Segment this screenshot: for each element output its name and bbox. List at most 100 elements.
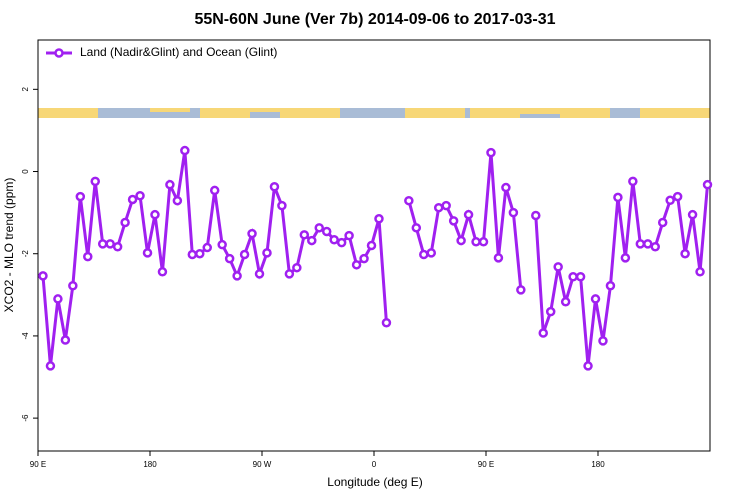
point — [433, 202, 444, 213]
point — [680, 248, 690, 259]
x-tick-label: 90 E — [478, 460, 494, 469]
point — [508, 207, 519, 218]
point — [501, 182, 511, 193]
point — [456, 235, 466, 246]
point — [702, 179, 713, 190]
point — [441, 200, 451, 211]
point — [83, 251, 93, 262]
point — [321, 226, 332, 237]
point — [672, 191, 683, 202]
point — [359, 253, 369, 264]
point — [284, 269, 295, 279]
point — [202, 242, 212, 253]
point — [247, 228, 257, 239]
point — [38, 271, 48, 281]
point — [262, 248, 272, 258]
x-tick-label: 180 — [143, 460, 157, 469]
point — [180, 145, 190, 156]
point — [60, 335, 71, 345]
point — [635, 239, 646, 249]
point — [269, 181, 280, 192]
x-tick-label: 90 W — [253, 460, 272, 469]
point — [97, 239, 108, 249]
map-strip — [38, 108, 710, 118]
point — [232, 271, 242, 281]
point — [665, 195, 675, 206]
point — [620, 253, 631, 263]
point — [142, 248, 153, 258]
point — [277, 200, 287, 211]
point — [538, 328, 548, 338]
point — [516, 285, 526, 295]
point — [531, 210, 541, 221]
x-tick-label: 90 E — [30, 460, 46, 469]
point — [217, 239, 227, 250]
point — [68, 281, 78, 291]
y-tick-label: -4 — [21, 332, 30, 340]
point — [381, 318, 392, 328]
point — [411, 223, 422, 233]
legend-marker — [54, 48, 64, 58]
point — [239, 249, 250, 260]
point — [583, 361, 593, 371]
point — [657, 217, 668, 228]
point — [165, 179, 175, 190]
point — [172, 195, 183, 206]
point — [374, 214, 384, 224]
point — [344, 230, 354, 241]
legend-label: Land (Nadir&Glint) and Ocean (Glint) — [80, 45, 277, 59]
point — [613, 192, 623, 203]
point — [553, 262, 563, 272]
point — [493, 253, 504, 263]
point — [105, 239, 115, 249]
point — [224, 253, 235, 264]
x-tick-label: 0 — [372, 460, 377, 469]
point — [329, 234, 339, 245]
point — [486, 147, 496, 158]
point — [643, 239, 653, 249]
point — [53, 294, 63, 304]
point — [336, 237, 347, 248]
x-axis-label: Longitude (deg E) — [327, 475, 422, 489]
point — [560, 297, 571, 307]
y-axis-label: XCO2 - MLO trend (ppm) — [2, 178, 16, 313]
series-line — [41, 150, 710, 367]
point — [419, 249, 429, 260]
point — [254, 269, 265, 279]
point — [463, 209, 474, 220]
point — [45, 361, 56, 371]
point — [90, 176, 100, 187]
y-tick-label: 0 — [21, 169, 30, 174]
point — [299, 230, 310, 240]
chart-title: 55N-60N June (Ver 7b) 2014-09-06 to 2017… — [194, 11, 555, 28]
y-tick-label: -2 — [21, 250, 30, 258]
point — [404, 195, 414, 206]
point — [157, 267, 168, 277]
point — [575, 271, 586, 282]
point — [195, 248, 205, 259]
point — [695, 267, 705, 277]
point — [314, 223, 324, 233]
point — [135, 191, 145, 201]
point — [426, 248, 436, 258]
point — [292, 262, 302, 273]
point — [187, 249, 198, 260]
point — [150, 209, 160, 220]
point — [478, 237, 489, 247]
point — [112, 241, 123, 252]
point — [209, 185, 220, 196]
point — [605, 281, 616, 291]
point — [590, 294, 601, 304]
point — [650, 241, 660, 252]
y-tick-label: -6 — [21, 414, 30, 422]
point — [75, 191, 86, 202]
point — [448, 216, 459, 226]
point — [120, 217, 130, 228]
point — [127, 194, 138, 205]
point — [545, 306, 556, 317]
point — [568, 271, 578, 282]
x-tick-label: 180 — [591, 460, 605, 469]
point — [307, 235, 317, 246]
point — [351, 260, 362, 270]
